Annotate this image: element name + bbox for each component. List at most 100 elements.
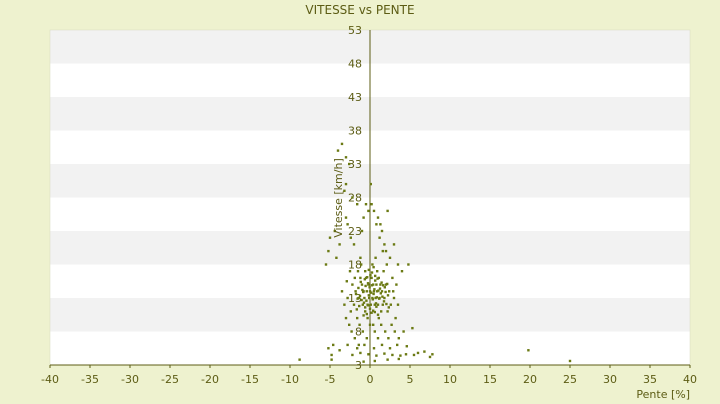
- data-point: [373, 359, 376, 363]
- x-tick-label: -30: [121, 373, 139, 386]
- data-point: [359, 351, 362, 355]
- data-point: [351, 353, 354, 357]
- data-point: [367, 283, 370, 286]
- data-point: [346, 343, 349, 347]
- data-point: [333, 229, 336, 233]
- y-tick-label: 33: [348, 158, 362, 171]
- data-point: [373, 288, 376, 291]
- data-point: [386, 294, 390, 297]
- data-point: [376, 216, 380, 219]
- data-point: [386, 310, 389, 313]
- data-point: [392, 243, 396, 246]
- data-point: [416, 351, 420, 355]
- data-point: [340, 142, 344, 146]
- y-tick-label: 48: [348, 58, 362, 71]
- data-point: [386, 209, 389, 213]
- data-point: [382, 270, 385, 273]
- data-point: [367, 304, 370, 307]
- data-point: [383, 243, 386, 246]
- data-point: [378, 287, 382, 290]
- data-point: [389, 303, 392, 306]
- data-point: [356, 316, 359, 320]
- data-point: [376, 303, 380, 306]
- data-point: [365, 337, 368, 340]
- data-point: [327, 347, 330, 350]
- data-point: [383, 286, 386, 289]
- data-point: [375, 223, 378, 226]
- data-point: [351, 196, 354, 199]
- y-tick-label: 38: [348, 125, 362, 138]
- data-point: [362, 290, 365, 294]
- data-point: [568, 359, 572, 363]
- data-point: [364, 203, 368, 206]
- data-point: [360, 263, 363, 266]
- data-point: [367, 268, 370, 272]
- data-point: [380, 323, 383, 326]
- data-point: [372, 292, 375, 296]
- data-point: [343, 189, 346, 192]
- data-point: [379, 283, 382, 286]
- data-point: [362, 360, 365, 363]
- data-point: [396, 343, 399, 347]
- data-point: [364, 310, 367, 313]
- data-point: [392, 296, 396, 300]
- data-point: [367, 294, 370, 297]
- data-point: [349, 236, 352, 239]
- data-point: [359, 276, 362, 280]
- data-point: [368, 323, 372, 326]
- data-point: [356, 203, 359, 206]
- data-point: [351, 283, 354, 286]
- x-tick-label: 5: [407, 373, 414, 386]
- data-point: [370, 284, 374, 287]
- data-point: [380, 310, 383, 313]
- data-point: [348, 270, 352, 273]
- data-point: [376, 270, 379, 273]
- data-point: [386, 282, 389, 286]
- data-point: [383, 296, 386, 300]
- data-point: [391, 276, 394, 280]
- data-point: [375, 354, 378, 357]
- data-point: [340, 290, 344, 293]
- y-axis-label: Vitesse [km/h]: [332, 158, 345, 238]
- data-point: [359, 280, 362, 284]
- data-point: [373, 310, 376, 314]
- y-tick-label: 18: [348, 259, 362, 272]
- data-point: [362, 314, 365, 317]
- data-point: [368, 290, 372, 293]
- data-point: [387, 306, 390, 309]
- data-point: [330, 358, 333, 361]
- data-point: [364, 284, 367, 288]
- data-point: [365, 312, 368, 316]
- data-point: [381, 303, 384, 306]
- data-point: [372, 209, 376, 213]
- data-point: [380, 343, 384, 347]
- data-point: [359, 256, 362, 259]
- data-point: [369, 182, 372, 186]
- data-point: [356, 270, 360, 273]
- data-point: [411, 326, 414, 330]
- data-point: [384, 290, 387, 294]
- data-point: [362, 301, 366, 304]
- data-point: [352, 243, 356, 246]
- data-point: [375, 296, 378, 299]
- x-tick-label: 35: [643, 373, 657, 386]
- data-point: [370, 203, 373, 206]
- data-point: [374, 274, 377, 278]
- data-point: [395, 283, 398, 286]
- data-point: [362, 216, 365, 219]
- x-tick-label: 30: [603, 373, 617, 386]
- data-point: [376, 337, 380, 340]
- data-point: [357, 286, 360, 290]
- data-point: [338, 243, 341, 246]
- data-point: [376, 313, 380, 316]
- data-point: [527, 349, 530, 352]
- data-point: [428, 355, 432, 359]
- data-point: [368, 286, 371, 289]
- data-point: [336, 149, 340, 152]
- data-point: [354, 292, 358, 296]
- data-point: [370, 311, 373, 314]
- data-point: [390, 323, 393, 326]
- data-point: [374, 256, 377, 259]
- data-point: [380, 281, 383, 284]
